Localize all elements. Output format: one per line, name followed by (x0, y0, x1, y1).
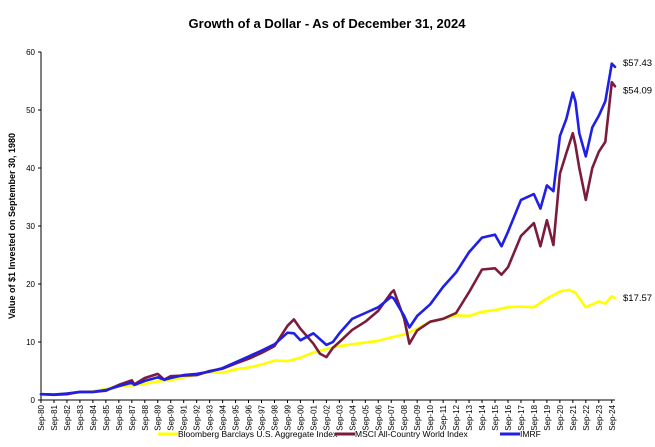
x-tick-label: Sep-95 (232, 404, 241, 430)
y-tick-label: 10 (26, 338, 35, 347)
x-tick-label: Sep-22 (582, 404, 591, 430)
x-tick-label: Sep-00 (296, 404, 305, 430)
x-tick-label: Sep-94 (219, 404, 228, 430)
series-line-0 (39, 288, 617, 396)
x-tick-label: Sep-85 (102, 404, 111, 430)
x-tick-label: Sep-91 (180, 404, 189, 430)
series-layer (39, 62, 617, 397)
chart-title: Growth of a Dollar - As of December 31, … (189, 16, 467, 31)
x-tick-label: Sep-21 (569, 404, 578, 430)
x-tick-label: Sep-81 (50, 404, 59, 430)
x-tick-label: Sep-18 (530, 404, 539, 430)
y-tick-label: 30 (26, 222, 35, 231)
x-tick-label: Sep-03 (335, 404, 344, 430)
end-value-label-0: $17.57 (623, 293, 652, 304)
legend-label-2: IMRF (520, 429, 541, 439)
series-line-2 (39, 62, 617, 396)
x-tick-label: Sep-82 (63, 404, 72, 430)
y-axis-label: Value of $1 Invested on September 30, 19… (7, 133, 17, 319)
x-tick-label: Sep-84 (89, 404, 98, 430)
x-tick-label: Sep-14 (478, 404, 487, 430)
x-tick-label: Sep-83 (76, 404, 85, 430)
x-tick-label: Sep-08 (400, 404, 409, 430)
end-value-label-2: $57.43 (623, 58, 652, 69)
y-tick-label: 40 (26, 164, 35, 173)
y-tick-label: 50 (26, 106, 35, 115)
y-tick-label: 0 (31, 396, 36, 405)
x-tick-label: Sep-05 (361, 404, 370, 430)
x-tick-label: Sep-80 (37, 404, 46, 430)
x-tick-label: Sep-06 (374, 404, 383, 430)
legend-label-1: MSCI All-Country World Index (355, 429, 468, 439)
x-tick-label: Sep-10 (426, 404, 435, 430)
x-tick-label: Sep-09 (413, 404, 422, 430)
x-tick-label: Sep-12 (452, 404, 461, 430)
x-tick-label: Sep-15 (491, 404, 500, 430)
x-tick-label: Sep-96 (245, 404, 254, 430)
x-tick-label: Sep-97 (258, 404, 267, 430)
x-tick-label: Sep-19 (543, 404, 552, 430)
series-line-1 (39, 80, 617, 397)
end-labels: $17.57 $54.09 $57.43 (623, 58, 652, 304)
x-tick-label: Sep-90 (167, 404, 176, 430)
x-tick-label: Sep-17 (517, 404, 526, 430)
x-tick-label: Sep-23 (595, 404, 604, 430)
x-tick-label: Sep-93 (206, 404, 215, 430)
x-tick-label: Sep-98 (270, 404, 279, 430)
x-tick-label: Sep-04 (348, 404, 357, 430)
x-tick-label: Sep-24 (608, 404, 617, 430)
x-tick-label: Sep-13 (465, 404, 474, 430)
x-tick-label: Sep-20 (556, 404, 565, 430)
x-tick-label: Sep-01 (309, 404, 318, 430)
end-value-label-1: $54.09 (623, 85, 652, 96)
y-tick-label: 20 (26, 280, 35, 289)
axes: 0 10 20 30 40 50 60 Sep-80 Sep-81 Sep-82 Sep-83 Sep… (26, 48, 617, 431)
x-tick-label: Sep-92 (193, 404, 202, 430)
legend-label-0: Bloomberg Barclays U.S. Aggregate Index (178, 429, 338, 439)
x-tick-label: Sep-11 (439, 404, 448, 430)
x-tick-label: Sep-07 (387, 404, 396, 430)
x-tick-label: Sep-02 (322, 404, 331, 430)
x-tick-label: Sep-89 (154, 404, 163, 430)
x-tick-label: Sep-86 (115, 404, 124, 430)
x-tick-label: Sep-88 (141, 404, 150, 430)
x-tick-label: Sep-99 (283, 404, 292, 430)
y-tick-label: 60 (26, 48, 35, 57)
x-tick-label: Sep-87 (128, 404, 137, 430)
x-tick-label: Sep-16 (504, 404, 513, 430)
legend: Bloomberg Barclays U.S. Aggregate Index M… (158, 429, 541, 439)
